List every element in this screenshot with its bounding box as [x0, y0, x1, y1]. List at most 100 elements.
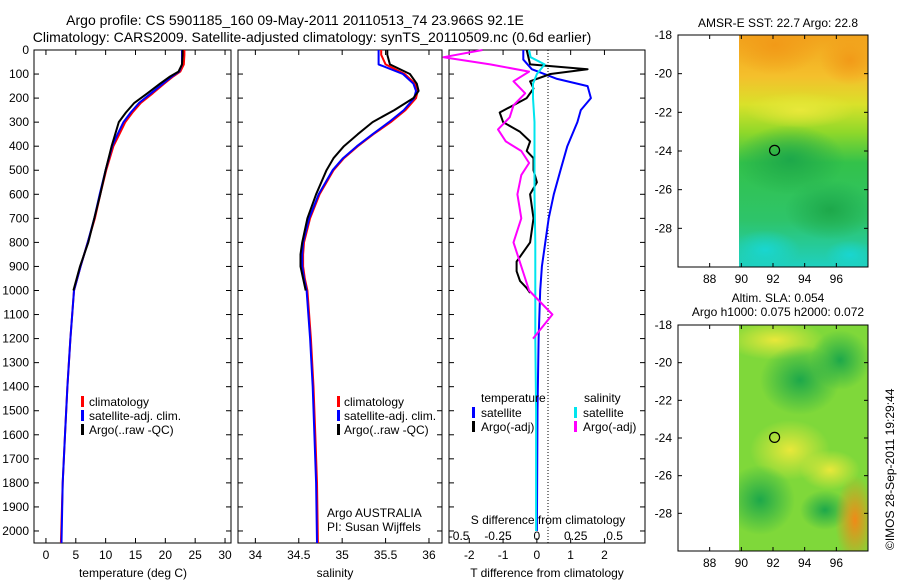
- x-tick-label: 34: [249, 548, 263, 562]
- x2-tick-label: 0.25: [564, 529, 588, 543]
- y-tick-label: 1400: [2, 380, 29, 394]
- x-tick-label: 36: [422, 548, 436, 562]
- depth-axis: 0 100 200 300 400 500 600 700 800 900 1000 1100 1200…: [2, 43, 29, 538]
- map-y-tick-label: -28: [655, 221, 673, 235]
- argo-float-position-marker: [768, 144, 781, 156]
- y-tick-label: 1900: [2, 500, 29, 514]
- temperature-panel: 0100200300400500600700800900100011001200…: [2, 43, 232, 580]
- t-difference-label: T difference from climatology: [470, 566, 624, 580]
- x2-tick-label: -0.25: [484, 529, 512, 543]
- map-y-tick-label: -24: [655, 144, 673, 158]
- map-y-tick-label: -22: [655, 393, 673, 407]
- legend-label-t-satellite: satellite: [481, 406, 522, 420]
- map-x-tick-label: 92: [766, 556, 780, 570]
- legend-label-s-satellite: satellite: [583, 406, 624, 420]
- sla-map-title-line2: Argo h1000: 0.075 h2000: 0.072: [692, 305, 864, 319]
- sla-map-title-line1: Altim. SLA: 0.054: [732, 291, 825, 305]
- s-difference-x-axis: -0.5 -0.25 0 0.25 0.5: [449, 529, 623, 543]
- legend-title-salinity: salinity: [584, 391, 621, 405]
- argo-program-label: Argo AUSTRALIA: [327, 506, 422, 520]
- y-tick-label: 400: [9, 139, 29, 153]
- x-tick-label: 25: [189, 548, 203, 562]
- y-tick-label: 1700: [2, 452, 29, 466]
- salinity-axes-frame: [237, 49, 443, 544]
- x-tick-label: -2: [464, 548, 475, 562]
- legend-title-temperature: temperature: [481, 391, 546, 405]
- imos-credit: ©IMOS 28-Sep-2011 19:29:44: [883, 388, 897, 550]
- y-tick-label: 1100: [3, 308, 29, 322]
- s-difference-label: S difference from climatology: [471, 513, 626, 527]
- series-line-satellite-adj-clim-: [301, 50, 417, 544]
- map-x-tick-label: 90: [735, 272, 749, 286]
- x-tick-label: -1: [498, 548, 509, 562]
- legend-swatch-climatology: [337, 396, 340, 407]
- map-x-tick-label: 88: [703, 272, 717, 286]
- salinity-series: [299, 50, 420, 544]
- y-tick-label: 1200: [2, 332, 29, 346]
- sla-field: [739, 325, 868, 551]
- sst-map-axes: 88 90 92 94 96 -28 -26 -24 -22 -20 -18: [655, 28, 868, 286]
- legend-swatch-t-argo: [472, 421, 475, 432]
- series-line-t-argo-adj-: [498, 49, 589, 294]
- y-tick-label: 1300: [2, 356, 29, 370]
- x-tick-label: 0: [534, 548, 541, 562]
- salinity-panel: 34 34.5 35 35.5 36 salinity climatology sate…: [237, 49, 443, 580]
- map-y-tick-label: -18: [655, 318, 673, 332]
- difference-panel: -2 -1 0 1 2 -0.5 -0.25 0 0.25 0.5 S difference f…: [442, 49, 646, 580]
- sst-map-title: AMSR-E SST: 22.7 Argo: 22.8: [698, 16, 858, 30]
- map-y-tick-label: -28: [655, 506, 673, 520]
- x-tick-label: 5: [72, 548, 79, 562]
- y-tick-label: 600: [9, 187, 29, 201]
- y-tick-label: 1500: [2, 404, 29, 418]
- x-tick-label: 15: [129, 548, 143, 562]
- legend-swatch-argo: [81, 424, 84, 435]
- y-tick-label: 800: [9, 235, 29, 249]
- x2-tick-label: 0: [534, 529, 541, 543]
- legend-label-argo: Argo(..raw -QC): [344, 423, 429, 437]
- legend-label-climatology: climatology: [89, 395, 149, 409]
- argo-pi-label: PI: Susan Wijffels: [327, 520, 421, 534]
- map-y-tick-label: -22: [655, 105, 673, 119]
- temperature-legend: climatology satellite-adj. clim. Argo(..…: [81, 395, 181, 437]
- x2-tick-label: 0.5: [606, 529, 623, 543]
- legend-label-satellite: satellite-adj. clim.: [89, 409, 181, 423]
- salinity-xlabel: salinity: [317, 566, 354, 580]
- map-x-tick-label: 92: [766, 272, 780, 286]
- argo-float-position-marker: [768, 431, 781, 443]
- x-tick-label: 35: [335, 548, 349, 562]
- salinity-x-axis: 34 34.5 35 35.5 36: [249, 50, 436, 562]
- y-tick-label: 1800: [2, 476, 29, 490]
- map-x-tick-label: 88: [703, 556, 717, 570]
- temperature-xlabel: temperature (deg C): [79, 566, 187, 580]
- legend-swatch-argo: [337, 424, 340, 435]
- legend-label-argo: Argo(..raw -QC): [89, 423, 174, 437]
- map-y-tick-label: -26: [655, 183, 673, 197]
- figure-title-line2: Climatology: CARS2009. Satellite-adjuste…: [33, 29, 591, 45]
- x-tick-label: 10: [99, 548, 113, 562]
- map-x-tick-label: 96: [830, 272, 844, 286]
- series-line-t-satellite: [522, 50, 592, 532]
- legend-swatch-t-satellite: [472, 407, 475, 418]
- legend-label-climatology: climatology: [344, 395, 404, 409]
- y-tick-label: 100: [9, 67, 29, 81]
- difference-axes-frame: [448, 49, 646, 544]
- map-x-tick-label: 96: [830, 556, 844, 570]
- map-y-tick-label: -20: [655, 67, 673, 81]
- y-tick-label: 900: [9, 259, 29, 273]
- y-tick-label: 500: [9, 163, 29, 177]
- x-tick-label: 20: [159, 548, 173, 562]
- sst-field: [739, 35, 868, 267]
- map-y-tick-label: -20: [655, 356, 673, 370]
- x2-tick-label: -0.5: [449, 529, 470, 543]
- figure-title-line1: Argo profile: CS 5901185_160 09-May-2011…: [66, 12, 524, 28]
- map-x-tick-label: 90: [735, 556, 749, 570]
- legend-label-s-argo: Argo(-adj): [583, 420, 636, 434]
- series-line-argo-raw-qc-: [72, 50, 184, 291]
- legend-swatch-satellite: [337, 410, 340, 421]
- map-y-tick-label: -26: [655, 469, 673, 483]
- sst-map-panel: AMSR-E SST: 22.7 Argo: 22.8 88 90 92 94 96 -2…: [655, 16, 869, 286]
- difference-series: [442, 49, 592, 532]
- y-tick-label: 200: [9, 91, 29, 105]
- x-tick-label: 2: [601, 548, 608, 562]
- y-tick-label: 300: [9, 115, 29, 129]
